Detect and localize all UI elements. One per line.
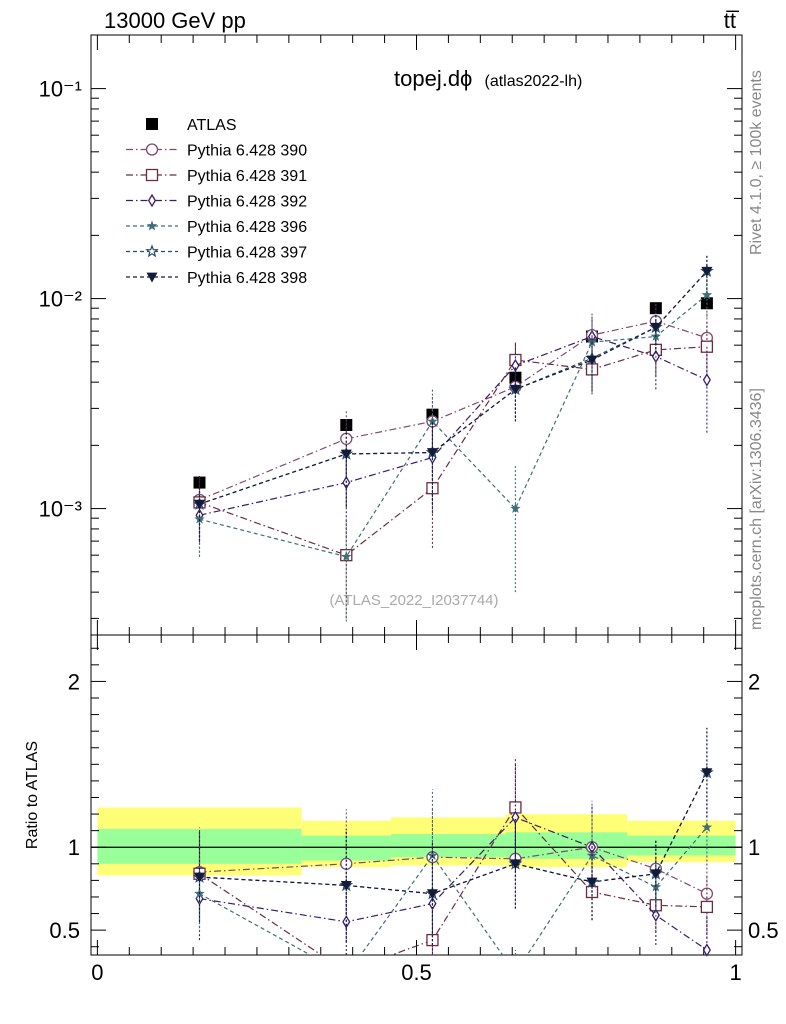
legend-marker xyxy=(147,193,157,208)
legend-entry: Pythia 6.428 396 xyxy=(126,219,307,236)
legend-marker xyxy=(146,118,158,130)
main-series-line xyxy=(199,335,708,516)
main-series-6 xyxy=(194,255,713,542)
ratio-data-point xyxy=(702,943,711,957)
main-data-point xyxy=(701,289,713,300)
main-ytick-label: 10⁻² xyxy=(39,287,82,312)
axis-ticks: 10⁻³ 10⁻² 10⁻¹ 0.5 0.5 1 1 2 2 0 0.5 1 xyxy=(39,35,779,985)
legend-marker xyxy=(145,244,159,258)
xtick-label: 0.5 xyxy=(401,960,432,985)
main-series-line xyxy=(199,270,708,505)
legend-marker xyxy=(145,143,159,156)
legend-entry: ATLAS xyxy=(146,117,237,134)
main-ytick-label: 10⁻³ xyxy=(39,497,82,522)
ratio-band-inner xyxy=(627,835,736,856)
plot-title-sub: (atlas2022-lh) xyxy=(485,73,583,90)
main-data-point xyxy=(341,551,352,562)
ratio-ytick-label-left: 1 xyxy=(68,835,80,860)
main-series-group xyxy=(192,255,714,622)
process-label: tt̅ xyxy=(724,8,740,33)
energy-label: 13000 GeV pp xyxy=(104,8,246,33)
main-data-point xyxy=(650,322,662,333)
main-data-point xyxy=(509,384,521,395)
main-series-5 xyxy=(192,255,714,542)
ratio-data-point xyxy=(194,872,205,883)
main-data-point xyxy=(511,358,520,373)
ratio-series-5 xyxy=(194,727,713,946)
legend-label: Pythia 6.428 390 xyxy=(187,143,307,160)
legend-marker xyxy=(145,168,159,182)
ratio-data-point xyxy=(342,915,351,929)
main-data-point xyxy=(193,476,206,489)
ratio-data-point xyxy=(426,889,438,900)
ratio-series-group xyxy=(192,727,714,957)
legend-label: Pythia 6.428 396 xyxy=(187,219,307,236)
ratio-band-inner xyxy=(390,833,506,858)
main-data-point xyxy=(586,355,598,366)
ratio-ytick-label-left: 0.5 xyxy=(49,918,80,943)
ratio-data-point xyxy=(701,768,713,779)
legend-entry: Pythia 6.428 398 xyxy=(126,270,307,287)
ratio-data-point xyxy=(701,821,713,832)
main-data-point xyxy=(426,448,438,458)
ratio-ytick-label-left: 2 xyxy=(68,669,80,694)
xtick-label: 0 xyxy=(91,960,103,985)
mcplots-source-label: mcplots.cern.ch [arXiv:1306.3436] xyxy=(748,388,765,630)
ratio-ytick-label-right: 0.5 xyxy=(748,918,779,943)
legend-entry: Pythia 6.428 392 xyxy=(126,194,307,211)
main-data-point xyxy=(702,373,711,387)
main-series-0 xyxy=(193,297,713,490)
main-data-point xyxy=(194,499,205,510)
rivet-version-label: Rivet 4.1.0, ≥ 100k events xyxy=(748,70,765,255)
main-data-point xyxy=(194,513,205,524)
legend-label: Pythia 6.428 398 xyxy=(187,270,307,287)
plot-title: topej.dϕ (atlas2022-lh) xyxy=(394,66,582,91)
legend-entry: Pythia 6.428 390 xyxy=(126,143,307,160)
legend-label: Pythia 6.428 397 xyxy=(187,245,307,262)
ratio-data-point xyxy=(340,880,352,891)
legend-entry: Pythia 6.428 397 xyxy=(126,244,307,262)
ratio-ylabel: Ratio to ATLAS xyxy=(24,741,41,849)
legend-entry: Pythia 6.428 391 xyxy=(126,168,307,185)
ratio-uncertainty-bands xyxy=(97,807,736,876)
ratio-data-point xyxy=(427,850,438,860)
main-data-point xyxy=(340,449,352,460)
main-series-line xyxy=(199,294,708,558)
legend-marker xyxy=(146,220,158,231)
ratio-data-point xyxy=(586,877,598,888)
main-data-point xyxy=(586,336,598,347)
ratio-data-point xyxy=(700,900,714,914)
main-data-point xyxy=(427,415,438,426)
main-series-4 xyxy=(194,277,713,622)
ratio-ytick-label-right: 2 xyxy=(748,669,760,694)
ratio-data-point xyxy=(509,859,521,870)
ratio-data-point xyxy=(650,869,662,880)
legend-label: Pythia 6.428 392 xyxy=(187,194,307,211)
legend-label: Pythia 6.428 391 xyxy=(187,168,307,185)
ratio-ytick-label-right: 1 xyxy=(748,835,760,860)
main-ytick-label: 10⁻¹ xyxy=(39,77,82,102)
xtick-label: 1 xyxy=(729,960,741,985)
main-series-line xyxy=(199,270,708,505)
legend-label: ATLAS xyxy=(187,117,237,134)
ratio-band-inner xyxy=(505,832,628,859)
main-series-line xyxy=(199,346,707,556)
legend: ATLAS Pythia 6.428 390 Pythia 6.428 391 Pyt… xyxy=(126,117,307,287)
main-data-point xyxy=(510,503,521,514)
plot-title-main: topej.dϕ xyxy=(394,66,472,91)
watermark-analysis-id: (ATLAS_2022_I2037744) xyxy=(329,592,498,609)
main-series-line xyxy=(199,320,708,501)
main-data-point xyxy=(701,266,713,277)
legend-marker xyxy=(146,272,158,283)
